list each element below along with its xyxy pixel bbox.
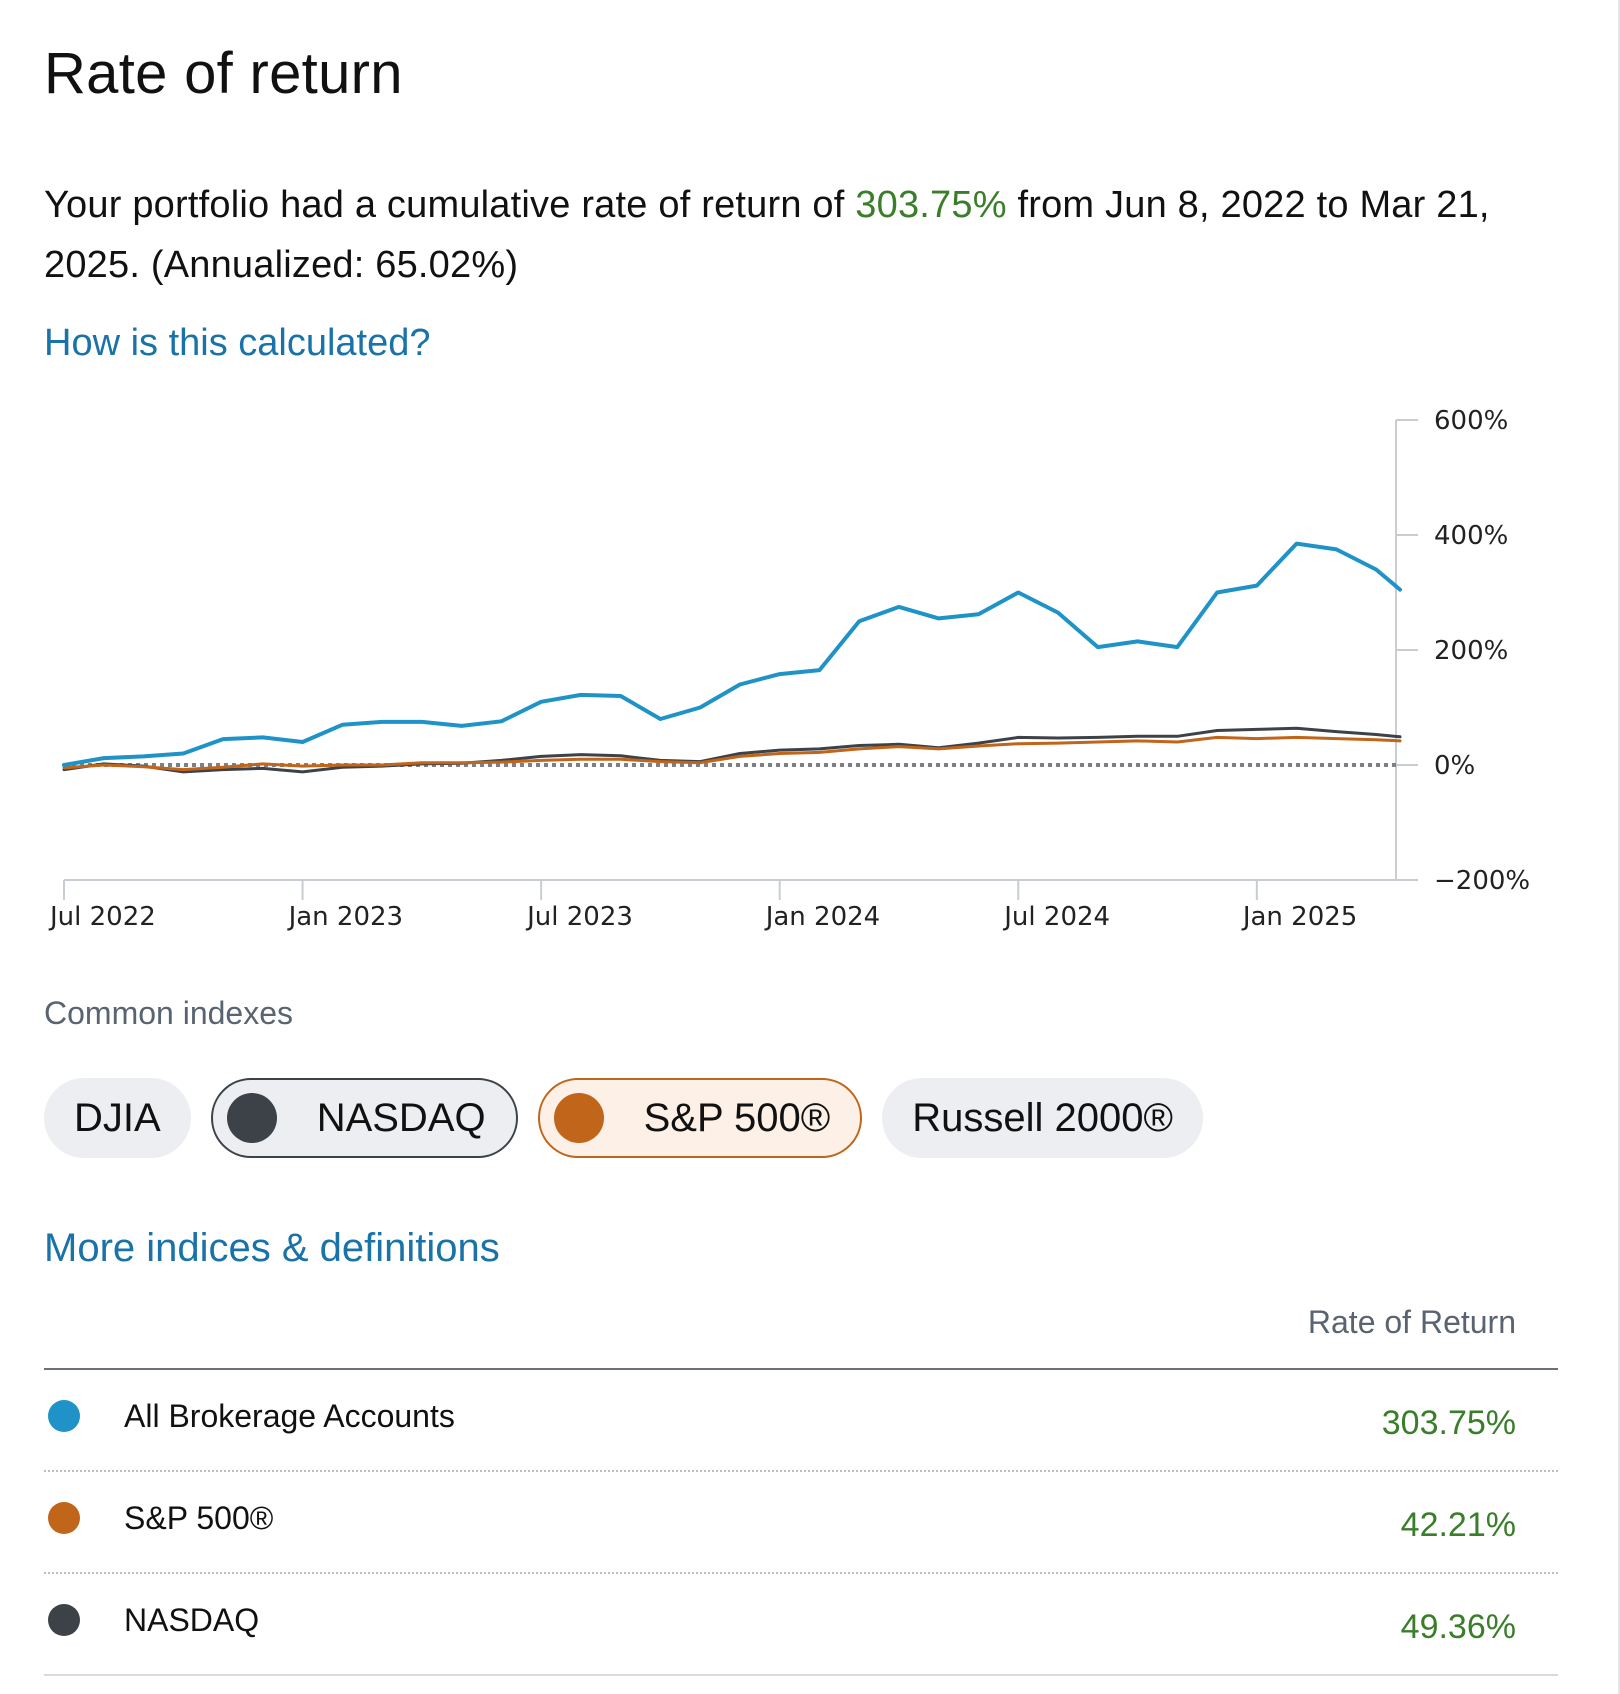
common-indexes-label: Common indexes (44, 995, 293, 1031)
index-chip-group: DJIA NASDAQ S&P 500® Russell 2000® (44, 1078, 1203, 1158)
x-tick-label: Jan 2025 (1241, 902, 1358, 932)
row-value: 49.36% (1400, 1608, 1516, 1646)
y-tick-label: 600% (1434, 406, 1508, 436)
table-row: NASDAQ 49.36% (44, 1574, 1558, 1676)
rate-of-return-column-header: Rate of Return (1307, 1304, 1516, 1340)
returns-table: Rate of Return All Brokerage Accounts 30… (44, 1300, 1558, 1676)
sp500-color-dot-icon (553, 1093, 604, 1143)
x-tick-label: Jul 2023 (525, 902, 633, 932)
y-tick-label: 400% (1434, 521, 1508, 551)
chip-russell-2000[interactable]: Russell 2000® (882, 1078, 1203, 1158)
more-indices-link[interactable]: More indices & definitions (44, 1226, 500, 1270)
row-name: NASDAQ (124, 1602, 260, 1638)
series-line-nasdaq (62, 726, 1402, 774)
x-tick-label: Jul 2024 (1002, 902, 1110, 932)
y-tick-label: 200% (1434, 636, 1508, 666)
x-tick-label: Jan 2023 (287, 902, 404, 932)
table-row: All Brokerage Accounts 303.75% (44, 1370, 1558, 1472)
nasdaq-color-dot-icon (48, 1604, 80, 1636)
chip-djia-label: DJIA (74, 1095, 161, 1140)
x-tick-label: Jan 2024 (764, 902, 881, 932)
sp500-color-dot-icon (48, 1502, 80, 1534)
nasdaq-color-dot-icon (226, 1093, 277, 1143)
chip-sp500[interactable]: S&P 500® (537, 1078, 863, 1158)
table-row: S&P 500® 42.21% (44, 1472, 1558, 1574)
y-tick-label: −200% (1434, 866, 1530, 896)
summary-cumulative-value: 303.75% (855, 184, 1007, 226)
how-calculated-link[interactable]: How is this calculated? (44, 322, 431, 364)
table-header: Rate of Return (44, 1300, 1558, 1370)
summary-text: Your portfolio had a cumulative rate of … (44, 175, 1544, 295)
row-value: 42.21% (1400, 1506, 1516, 1544)
row-name: All Brokerage Accounts (124, 1398, 455, 1434)
summary-prefix: Your portfolio had a cumulative rate of … (44, 184, 856, 226)
row-value: 303.75% (1381, 1404, 1516, 1442)
series-line-s-p-500 (62, 735, 1402, 772)
chip-nasdaq[interactable]: NASDAQ (210, 1078, 518, 1158)
chip-russell-label: Russell 2000® (912, 1095, 1173, 1140)
portfolio-color-dot-icon (48, 1400, 80, 1432)
row-name: S&P 500® (124, 1500, 274, 1536)
right-divider (1618, 0, 1620, 1694)
chip-nasdaq-label: NASDAQ (316, 1095, 486, 1140)
series-line-all-brokerage-accounts (62, 541, 1402, 767)
summary-suffix: from Jun 8, 2022 to Mar 21, 2025. (Annua… (44, 184, 1490, 286)
chip-sp500-label: S&P 500® (643, 1095, 831, 1140)
chip-djia[interactable]: DJIA (44, 1078, 191, 1158)
page-title: Rate of return (44, 41, 403, 106)
chart-svg: 600% 400% 200% 0% −200% Jul 2022 Jan 2023 Jul 2… (48, 406, 1530, 932)
rate-of-return-chart: 600% 400% 200% 0% −200% Jul 2022 Jan 2023 Jul 2… (0, 400, 1620, 960)
y-tick-label: 0% (1434, 751, 1475, 781)
x-tick-label: Jul 2022 (48, 902, 156, 932)
